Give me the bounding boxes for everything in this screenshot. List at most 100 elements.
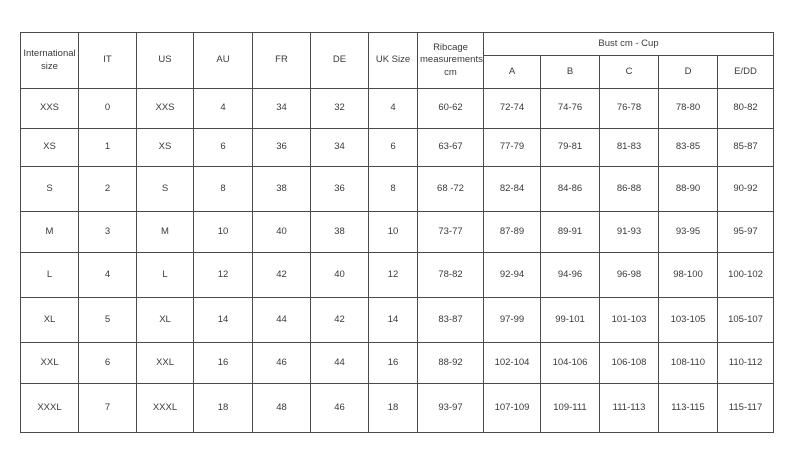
table-cell: 1 <box>78 128 137 167</box>
table-cell: 94-96 <box>540 252 600 298</box>
table-cell: 92-94 <box>483 252 541 298</box>
table-cell: XS <box>20 128 79 167</box>
table-cell: 108-110 <box>658 342 718 384</box>
table-cell: 2 <box>78 166 137 212</box>
table-cell: 78-80 <box>658 88 718 129</box>
table-cell: 93-95 <box>658 211 718 253</box>
table-cell: 110-112 <box>716 342 775 384</box>
col-header-us: US <box>136 32 194 89</box>
col-header-uk-size: UK Size <box>368 32 418 89</box>
table-cell: S <box>20 166 79 212</box>
table-cell: M <box>136 211 194 253</box>
table-cell: XXXL <box>20 383 79 433</box>
col-header-fr: FR <box>252 32 311 89</box>
col-header-au: AU <box>193 32 253 89</box>
table-cell: 8 <box>368 166 418 212</box>
table-cell: XL <box>136 297 194 343</box>
table-cell: 34 <box>310 128 369 167</box>
table-cell: L <box>20 252 79 298</box>
col-header-international-size: International size <box>20 32 79 89</box>
table-cell: 16 <box>193 342 253 384</box>
table-cell: 78-82 <box>417 252 484 298</box>
table-cell: 6 <box>78 342 137 384</box>
table-cell: XL <box>20 297 79 343</box>
col-group-header-bust-cup: Bust cm - Cup <box>482 32 775 56</box>
table-cell: 4 <box>368 88 418 129</box>
table-cell: 14 <box>368 297 418 343</box>
table-cell: 34 <box>252 88 311 129</box>
table-cell: 100-102 <box>716 252 775 298</box>
table-row-xs: XS 1 XS 6 36 34 6 63-67 77-79 79-81 81-8… <box>20 128 775 167</box>
table-cell: 88-90 <box>658 166 718 212</box>
table-cell: 105-107 <box>716 297 775 343</box>
table-cell: 16 <box>368 342 418 384</box>
table-cell: L <box>136 252 194 298</box>
table-cell: 74-76 <box>540 88 600 129</box>
table-cell: 12 <box>368 252 418 298</box>
table-cell: 82-84 <box>483 166 541 212</box>
table-row-xxxl: XXXL 7 XXXL 18 48 46 18 93-97 107-109 10… <box>20 383 775 433</box>
table-cell: S <box>136 166 194 212</box>
table-cell: 40 <box>310 252 369 298</box>
table-cell: 44 <box>310 342 369 384</box>
table-cell: 38 <box>310 211 369 253</box>
table-cell: 95-97 <box>716 211 775 253</box>
table-cell: 4 <box>193 88 253 129</box>
table-cell: 113-115 <box>658 383 718 433</box>
table-cell: 111-113 <box>599 383 659 433</box>
table-body: XXS 0 XXS 4 34 32 4 60-62 72-74 74-76 76… <box>20 88 775 433</box>
table-cell: 103-105 <box>658 297 718 343</box>
table-cell: 83-85 <box>658 128 718 167</box>
table-cell: 88-92 <box>417 342 484 384</box>
table-cell: 109-111 <box>540 383 600 433</box>
table-row-xxl: XXL 6 XXL 16 46 44 16 88-92 102-104 104-… <box>20 342 775 384</box>
table-cell: 12 <box>193 252 253 298</box>
table-cell: 4 <box>78 252 137 298</box>
table-cell: 77-79 <box>483 128 541 167</box>
table-cell: XXS <box>20 88 79 129</box>
table-cell: 99-101 <box>540 297 600 343</box>
table-cell: 80-82 <box>716 88 775 129</box>
col-header-ribcage: Ribcage measurements cm <box>417 32 484 89</box>
table-cell: 90-92 <box>716 166 775 212</box>
table-header: International size IT US AU FR DE UK Siz… <box>20 32 775 89</box>
table-cell: 86-88 <box>599 166 659 212</box>
table-cell: 63-67 <box>417 128 484 167</box>
table-cell: 107-109 <box>483 383 541 433</box>
table-cell: 10 <box>368 211 418 253</box>
table-cell: 42 <box>310 297 369 343</box>
table-cell: 104-106 <box>540 342 600 384</box>
table-cell: M <box>20 211 79 253</box>
table-cell: 89-91 <box>540 211 600 253</box>
table-cell: 36 <box>310 166 369 212</box>
table-cell: 38 <box>252 166 311 212</box>
table-row-l: L 4 L 12 42 40 12 78-82 92-94 94-96 96-9… <box>20 252 775 298</box>
table-cell: 73-77 <box>417 211 484 253</box>
header-group-row: International size IT US AU FR DE UK Siz… <box>20 32 775 89</box>
table-cell: 36 <box>252 128 311 167</box>
col-header-de: DE <box>310 32 369 89</box>
size-conversion-table: International size IT US AU FR DE UK Siz… <box>20 32 775 433</box>
table-cell: XXL <box>20 342 79 384</box>
table-cell: 101-103 <box>599 297 659 343</box>
table-cell: 96-98 <box>599 252 659 298</box>
table-cell: 93-97 <box>417 383 484 433</box>
table-cell: 46 <box>252 342 311 384</box>
col-header-cup-b: B <box>540 55 600 89</box>
table-row-m: M 3 M 10 40 38 10 73-77 87-89 89-91 91-9… <box>20 211 775 253</box>
table-cell: XXS <box>136 88 194 129</box>
table-cell: XS <box>136 128 194 167</box>
col-header-cup-d: D <box>658 55 718 89</box>
table-cell: 81-83 <box>599 128 659 167</box>
table-cell: 5 <box>78 297 137 343</box>
header-cup-row: A B C D E/DD <box>21 55 775 89</box>
table-cell: 18 <box>193 383 253 433</box>
table-cell: 83-87 <box>417 297 484 343</box>
table-cell: 3 <box>78 211 137 253</box>
table-cell: 48 <box>252 383 311 433</box>
table-cell: 106-108 <box>599 342 659 384</box>
table-cell: 68 -72 <box>417 166 484 212</box>
table-cell: 10 <box>193 211 253 253</box>
table-cell: XXXL <box>136 383 194 433</box>
